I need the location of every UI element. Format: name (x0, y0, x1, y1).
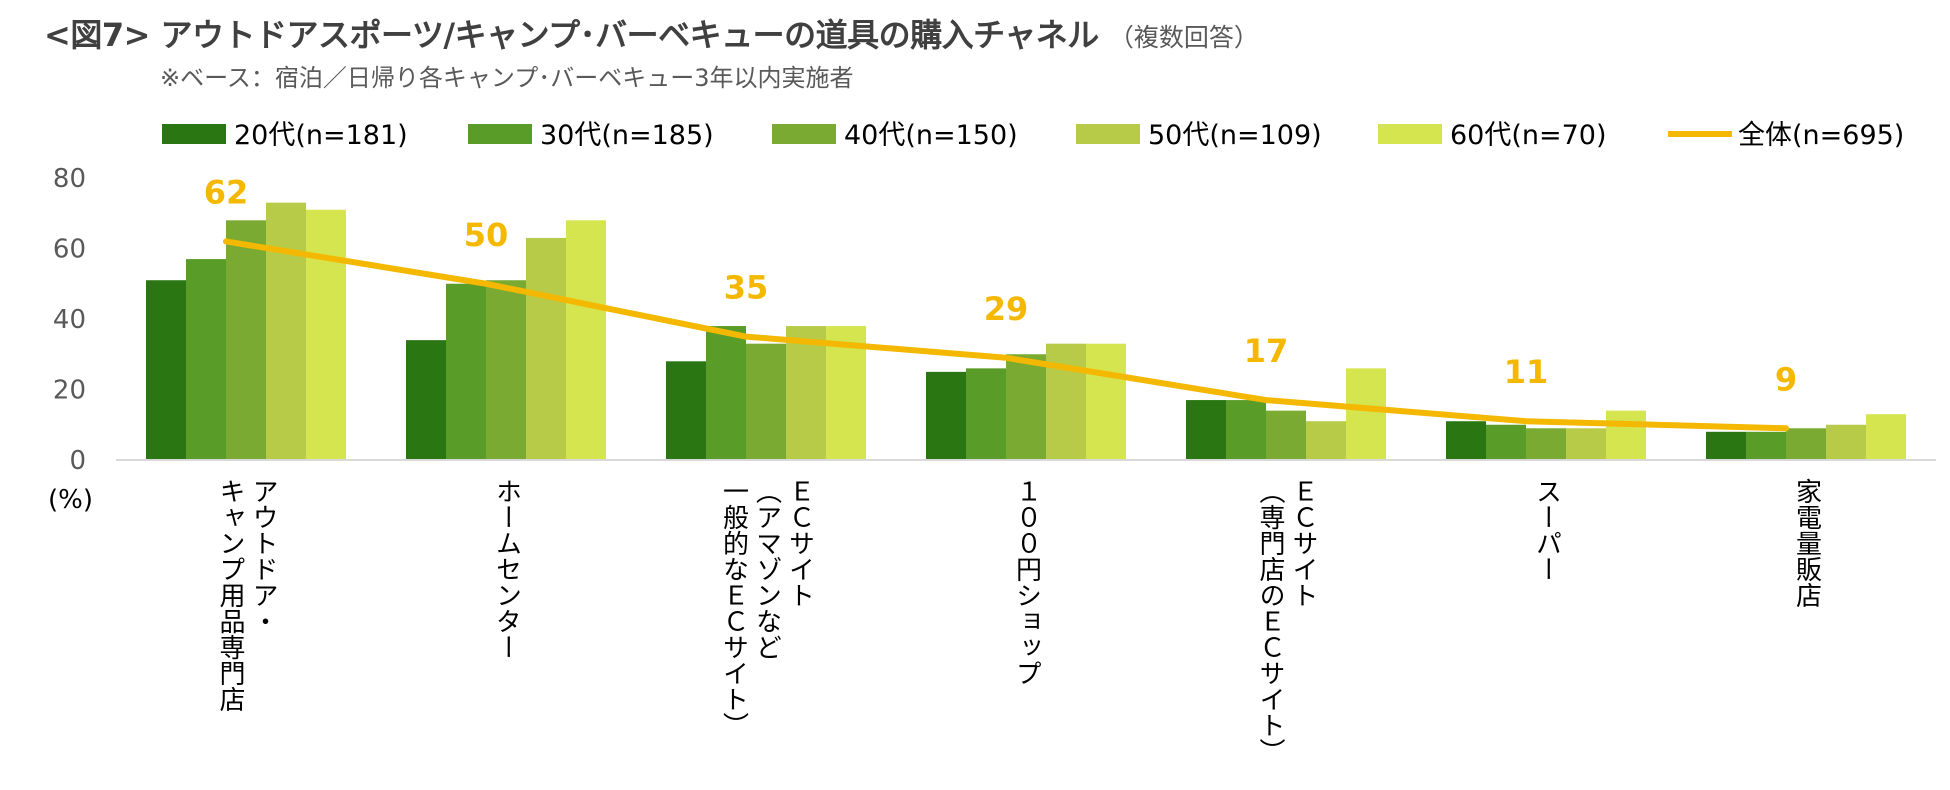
bar (1006, 354, 1046, 460)
total-data-label: 50 (464, 216, 509, 254)
bar (926, 371, 966, 460)
total-line (223, 238, 1789, 432)
bar (146, 280, 186, 460)
bar (1186, 400, 1226, 460)
bar (1866, 414, 1906, 460)
legend-swatch (468, 124, 532, 144)
bar (1606, 410, 1646, 460)
bar (786, 326, 826, 460)
bar (1266, 410, 1306, 460)
bar (1566, 428, 1606, 460)
bar (1226, 400, 1266, 460)
total-data-label: 62 (204, 173, 249, 211)
total-data-label: 11 (1504, 353, 1549, 391)
chart-title: <図7> アウトドアスポーツ/キャンプ･バーベキューの道具の購入チャネル （複数回… (44, 10, 1259, 56)
category-label: スーパー (1531, 478, 1562, 582)
legend-swatch (1076, 124, 1140, 144)
y-tick-label: 0 (69, 446, 86, 476)
legend-swatch (1378, 124, 1442, 144)
bar (1046, 343, 1086, 460)
y-tick-label: 20 (53, 376, 86, 406)
legend-label: 60代(n=70) (1450, 120, 1607, 151)
chart-subtitle: ※ベース：宿泊／日帰り各キャンプ･バーベキュー3年以内実施者 (160, 64, 854, 92)
legend-label: 50代(n=109) (1148, 120, 1322, 151)
legend-swatch (772, 124, 836, 144)
bar (966, 368, 1006, 460)
y-axis-unit: (%) (48, 485, 93, 515)
bar (566, 220, 606, 460)
bar (706, 326, 746, 460)
total-data-label: 29 (984, 290, 1029, 328)
y-tick-label: 60 (53, 235, 86, 265)
category-label: 家電量販店 (1791, 478, 1822, 608)
bar (1346, 368, 1386, 460)
bar (266, 202, 306, 461)
bar (526, 237, 566, 460)
category-label: ＥＣサイト （専門店のＥＣサイト） (1255, 478, 1318, 764)
legend-label: 30代(n=185) (540, 120, 714, 151)
legend-label: 全体(n=695) (1738, 120, 1904, 151)
bar (226, 220, 266, 460)
total-data-label: 17 (1244, 332, 1289, 370)
category-label: ホームセンター (491, 478, 522, 660)
bar (1306, 421, 1346, 460)
bar (1526, 428, 1566, 460)
bar (1786, 428, 1826, 460)
bar (1446, 421, 1486, 460)
y-tick-label: 40 (53, 305, 86, 335)
legend-label: 40代(n=150) (844, 120, 1018, 151)
bar (1826, 424, 1866, 460)
bar (406, 340, 446, 460)
bar (1746, 431, 1786, 460)
category-label: ＥＣサイト （アマゾンなど 一般的なＥＣサイト） (718, 478, 815, 738)
bar (1086, 343, 1126, 460)
chart-title-note: （複数回答） (1108, 23, 1259, 52)
bar (446, 283, 486, 460)
y-tick-label: 80 (53, 164, 86, 194)
bar (1486, 424, 1526, 460)
total-data-label: 9 (1775, 360, 1797, 398)
legend-label: 20代(n=181) (234, 120, 408, 151)
bar (1706, 431, 1746, 460)
category-label: １００円ショップ (1011, 478, 1042, 686)
total-data-label: 35 (724, 269, 769, 307)
legend-swatch (162, 124, 226, 144)
bar (746, 343, 786, 460)
bar (486, 280, 526, 460)
bar (306, 209, 346, 460)
bar (186, 259, 226, 460)
category-label: アウトドア・ キャンプ用品専門店 (215, 478, 278, 712)
bar (666, 361, 706, 460)
chart-title-main: <図7> アウトドアスポーツ/キャンプ･バーベキューの道具の購入チャネル (44, 16, 1099, 54)
